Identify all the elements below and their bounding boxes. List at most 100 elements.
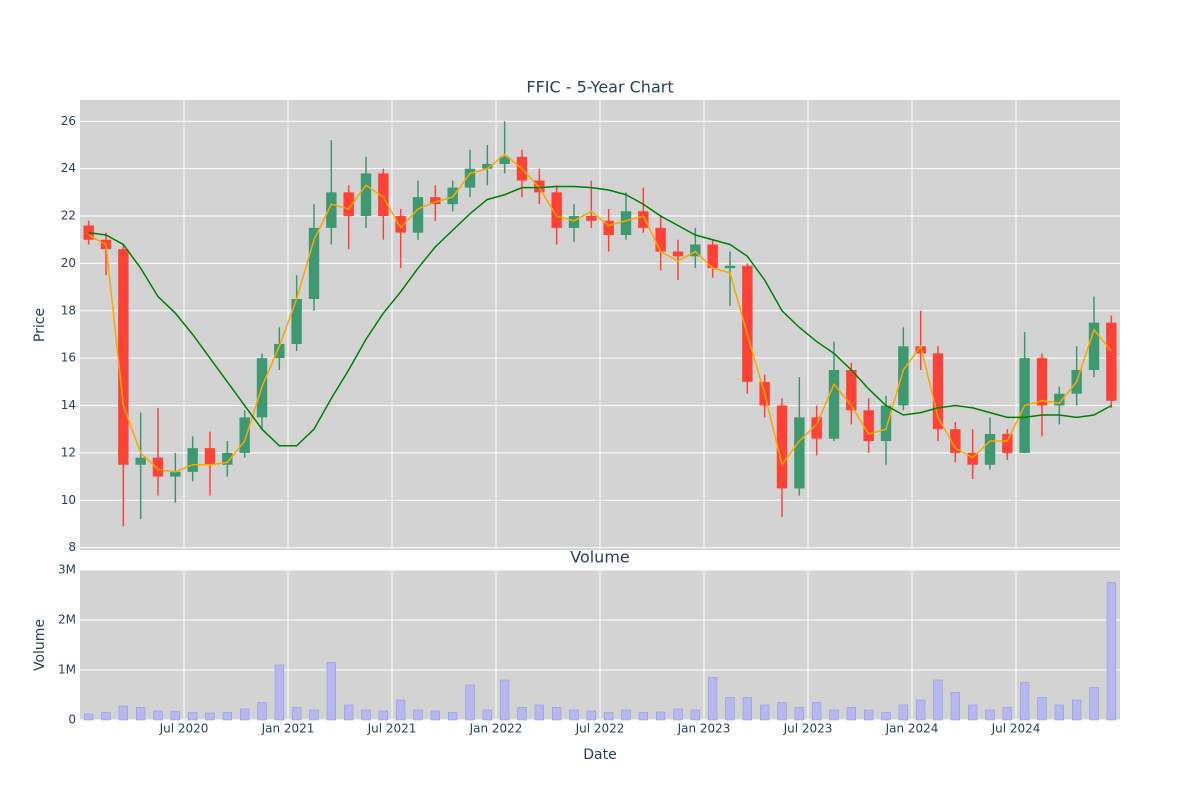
volume-bar: [309, 709, 319, 721]
candle-body: [586, 216, 597, 221]
y-tick-label: 18: [61, 303, 76, 317]
candle-body: [984, 433, 996, 465]
y-tick-label: 10: [61, 493, 76, 507]
x-tick-label: Jul 2024: [991, 722, 1041, 736]
candle-body: [742, 265, 753, 382]
volume-bar: [846, 707, 856, 721]
candle-body: [152, 457, 164, 477]
x-tick-label: Jan 2021: [261, 722, 315, 736]
candle-body: [672, 251, 684, 257]
candle-body: [239, 417, 250, 453]
volume-bar: [829, 709, 839, 721]
volume-axis-title: Volume: [32, 619, 48, 671]
volume-bar: [916, 699, 926, 721]
candle-body: [326, 192, 337, 228]
candle-body: [534, 180, 545, 193]
volume-bar: [1054, 704, 1064, 721]
y-tick-label: 3M: [58, 563, 76, 577]
volume-bar: [864, 709, 874, 721]
volume-bar: [725, 697, 735, 721]
volume-bar: [500, 679, 510, 721]
volume-bar: [968, 704, 978, 721]
volume-bar: [413, 709, 423, 721]
candle-body: [863, 410, 874, 442]
volume-bar: [84, 713, 94, 721]
y-axis-title: Price: [32, 308, 48, 342]
candle-body: [690, 244, 701, 257]
candle-body: [794, 417, 805, 489]
volume-bar: [881, 712, 891, 721]
volume-bar: [690, 709, 700, 721]
volume-title: Volume: [570, 548, 630, 567]
volume-bar: [898, 704, 908, 721]
y-tick-label: 14: [61, 398, 76, 412]
volume-bar: [517, 707, 527, 721]
volume-bar: [136, 707, 146, 721]
candle-body: [967, 452, 978, 465]
volume-bar: [101, 712, 111, 721]
volume-bar: [552, 707, 562, 721]
candle-body: [846, 370, 857, 411]
volume-bar: [205, 712, 215, 721]
candle-body: [343, 192, 354, 217]
volume-bar: [118, 705, 128, 721]
candle-body: [378, 173, 389, 217]
x-tick-label: Jan 2024: [885, 722, 939, 736]
candle-body: [1106, 322, 1117, 401]
volume-bar: [794, 707, 804, 721]
volume-bar: [465, 684, 475, 721]
candle-body: [603, 220, 614, 235]
volume-bar: [292, 707, 302, 721]
y-tick-label: 12: [61, 445, 76, 459]
volume-bar: [326, 662, 336, 721]
volume-bar: [760, 704, 770, 721]
moving-average-line: [88, 185, 1112, 447]
candle-body: [1036, 358, 1048, 406]
y-tick-label: 2M: [58, 613, 76, 627]
volume-bar: [240, 708, 250, 721]
candle-body: [204, 448, 216, 465]
volume-bar: [569, 709, 579, 721]
candle-body: [135, 457, 146, 465]
candle-body: [308, 227, 320, 299]
candle-body: [1002, 433, 1013, 453]
candle-body: [274, 343, 285, 359]
candle-body: [551, 192, 562, 228]
x-tick-label: Jan 2022: [469, 722, 523, 736]
volume-bar: [344, 704, 354, 721]
chart-title: FFIC - 5-Year Chart: [526, 78, 673, 97]
volume-bar: [448, 712, 458, 721]
y-tick-label: 1M: [58, 663, 76, 677]
volume-bar: [656, 711, 666, 721]
volume-bar: [1072, 699, 1082, 721]
volume-bar: [673, 708, 683, 721]
moving-average-line: [88, 153, 1112, 473]
volume-bar: [188, 712, 198, 721]
candle-body: [1088, 322, 1100, 370]
y-tick-label: 0: [68, 713, 76, 727]
volume-bar: [933, 679, 943, 721]
candle-body: [430, 197, 441, 205]
candle-body: [118, 249, 129, 465]
candle-body: [811, 417, 822, 439]
candle-body: [395, 216, 406, 233]
candle-body: [291, 298, 302, 344]
y-tick-label: 22: [61, 209, 76, 223]
candle-body: [707, 244, 718, 269]
volume-bar: [222, 712, 232, 721]
volume-bar: [396, 699, 406, 721]
volume-bar: [378, 710, 388, 721]
candle-body: [638, 211, 649, 228]
candle-body: [880, 405, 892, 442]
candle-body: [898, 346, 909, 406]
x-tick-label: Jul 2023: [783, 722, 833, 736]
candle-body: [620, 211, 632, 235]
x-tick-label: Jul 2022: [575, 722, 625, 736]
candle-body: [1054, 393, 1065, 406]
candle-body: [828, 370, 840, 439]
candle-body: [170, 471, 181, 477]
candle-body: [187, 448, 198, 472]
candle-body: [776, 405, 788, 489]
volume-bar: [1089, 687, 1099, 721]
